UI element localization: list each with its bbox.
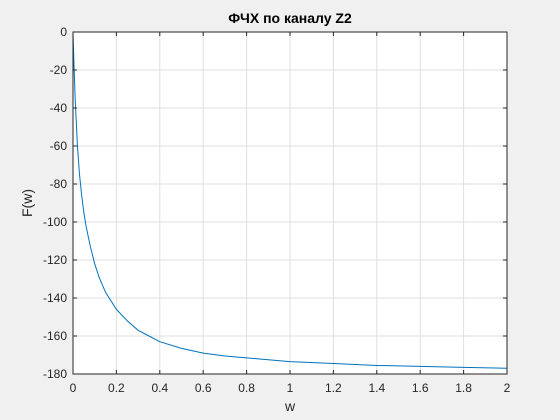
chart-title: ФЧХ по каналу Z2 [228,10,352,26]
series-layer [72,31,508,369]
x-tick-label: 0.8 [238,381,255,395]
y-tick-label: -80 [50,177,68,191]
x-axis-label: w [284,398,296,414]
ticks [72,31,508,375]
y-tick-label: -180 [43,367,67,381]
x-tick-label: 0.4 [151,381,168,395]
y-tick-label: -100 [43,215,67,229]
y-axis-label: F(w) [19,189,35,217]
x-tick-label: 1.4 [368,381,385,395]
x-tick-label: 1 [287,381,294,395]
y-tick-label: -20 [50,63,68,77]
y-tick-label: 0 [60,25,67,39]
y-tick-label: -140 [43,291,67,305]
series-line [72,31,508,369]
x-tick-label: 1.6 [412,381,429,395]
y-tick-label: -160 [43,329,67,343]
x-tick-label: 0.2 [108,381,125,395]
x-tick-label: 2 [504,381,511,395]
x-tick-label: 0 [70,381,77,395]
x-tick-label: 0.6 [195,381,212,395]
x-tick-label: 1.2 [325,381,342,395]
x-tick-labels: 0 0.2 0.4 0.6 0.8 1 1.2 1.4 1.6 1.8 2 [70,381,511,395]
y-tick-labels: -180 -160 -140 -120 -100 -80 -60 -40 -20 0 [43,25,67,381]
y-tick-label: -120 [43,253,67,267]
y-tick-label: -60 [50,139,68,153]
y-tick-label: -40 [50,101,68,115]
x-tick-label: 1.8 [455,381,472,395]
